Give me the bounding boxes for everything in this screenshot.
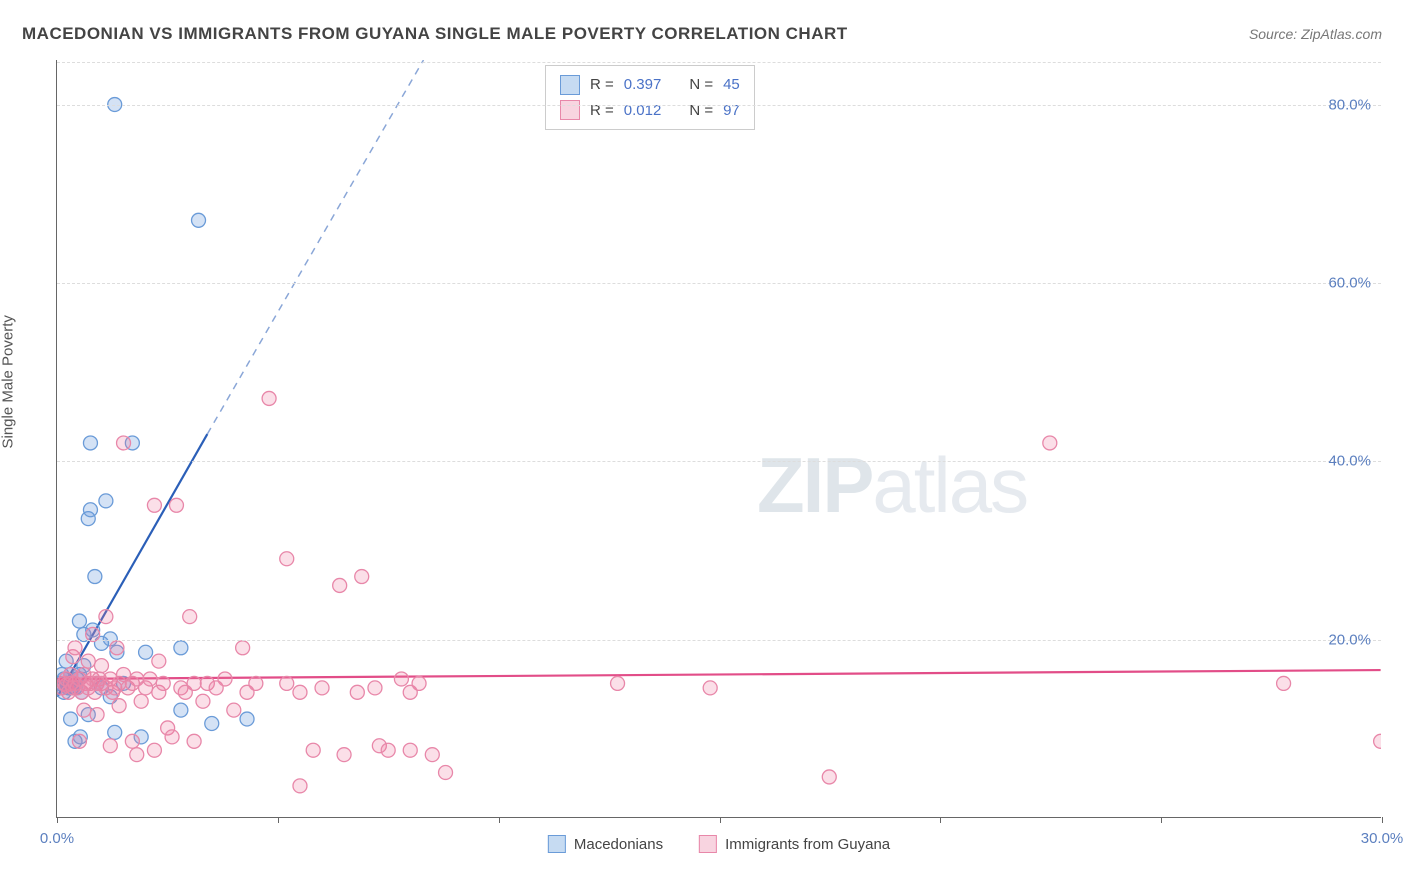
- r-value-2: 0.012: [624, 98, 662, 124]
- x-tick: [278, 817, 279, 823]
- n-label: N =: [689, 72, 713, 98]
- x-tick: [499, 817, 500, 823]
- watermark-light: atlas: [872, 441, 1027, 529]
- r-label: R =: [590, 98, 614, 124]
- y-axis-label: Single Male Poverty: [0, 315, 17, 448]
- x-tick: [940, 817, 941, 823]
- gridline: [57, 640, 1381, 641]
- n-value-2: 97: [723, 98, 740, 124]
- chart-title: MACEDONIAN VS IMMIGRANTS FROM GUYANA SIN…: [22, 24, 848, 44]
- correlation-legend: R = 0.397 N = 45 R = 0.012 N = 97: [545, 65, 755, 130]
- legend-item-macedonians: Macedonians: [548, 835, 663, 853]
- legend-label: Immigrants from Guyana: [725, 836, 890, 853]
- y-tick-label: 60.0%: [1328, 274, 1371, 291]
- r-value-1: 0.397: [624, 72, 662, 98]
- legend-label: Macedonians: [574, 836, 663, 853]
- y-tick-label: 40.0%: [1328, 453, 1371, 470]
- legend-swatch-pink: [560, 100, 580, 120]
- r-label: R =: [590, 72, 614, 98]
- chart-container: MACEDONIAN VS IMMIGRANTS FROM GUYANA SIN…: [0, 0, 1406, 892]
- plot-area: ZIPatlas R = 0.397 N = 45 R = 0.012 N = …: [56, 60, 1381, 818]
- n-value-1: 45: [723, 72, 740, 98]
- x-tick-label: 0.0%: [40, 830, 74, 847]
- series-legend: Macedonians Immigrants from Guyana: [548, 835, 890, 853]
- chart-svg: [57, 60, 1381, 817]
- x-tick: [1161, 817, 1162, 823]
- source-attribution: Source: ZipAtlas.com: [1249, 26, 1382, 42]
- legend-row-2: R = 0.012 N = 97: [560, 98, 740, 124]
- x-tick-label: 30.0%: [1361, 830, 1404, 847]
- swatch-icon: [548, 835, 566, 853]
- x-tick: [57, 817, 58, 823]
- watermark: ZIPatlas: [757, 440, 1027, 531]
- x-tick: [720, 817, 721, 823]
- watermark-bold: ZIP: [757, 441, 872, 529]
- swatch-icon: [699, 835, 717, 853]
- gridline: [57, 283, 1381, 284]
- y-tick-label: 80.0%: [1328, 96, 1371, 113]
- gridline: [57, 105, 1381, 106]
- gridline: [57, 461, 1381, 462]
- gridline: [57, 62, 1381, 63]
- n-label: N =: [689, 98, 713, 124]
- legend-item-guyana: Immigrants from Guyana: [699, 835, 890, 853]
- x-tick: [1382, 817, 1383, 823]
- y-tick-label: 20.0%: [1328, 631, 1371, 648]
- legend-swatch-blue: [560, 75, 580, 95]
- legend-row-1: R = 0.397 N = 45: [560, 72, 740, 98]
